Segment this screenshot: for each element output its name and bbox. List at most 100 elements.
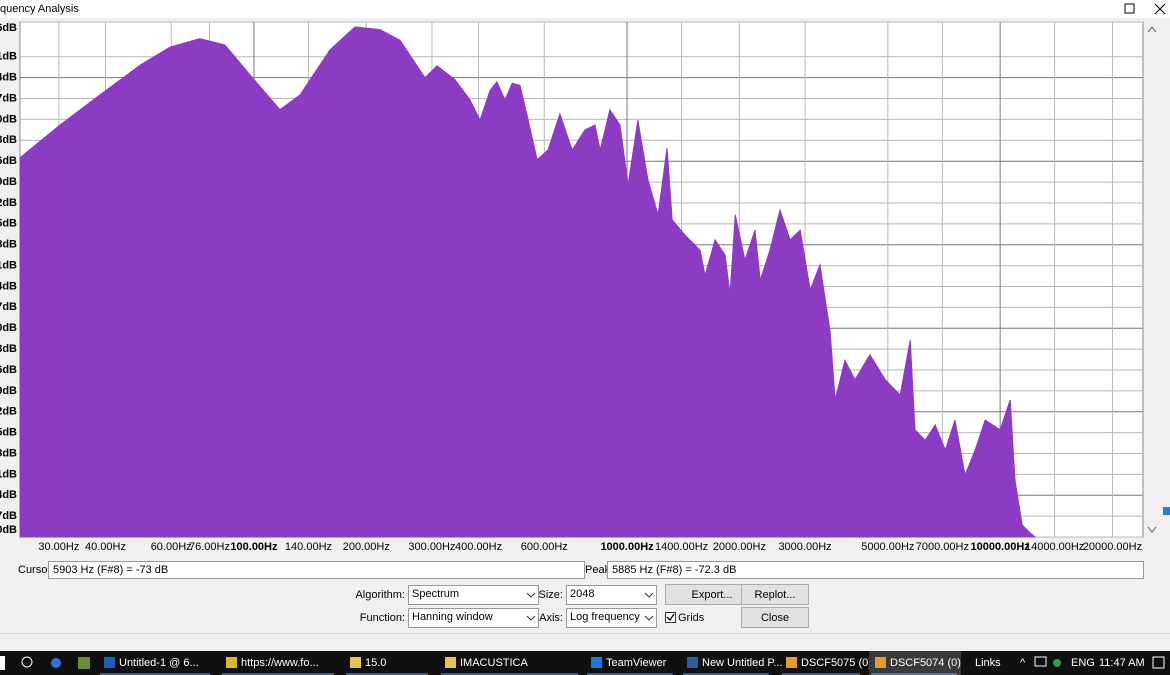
export-label: Export... [692, 589, 733, 601]
x-tick-label: 20000.00Hz [1083, 541, 1142, 553]
checkmark [666, 613, 675, 622]
peak-box [607, 561, 1144, 579]
tray-icon [1053, 659, 1061, 667]
axis-label: Axis: [539, 612, 563, 624]
x-tick-label: 1400.00Hz [655, 541, 708, 553]
tray-chevron: ^ [1020, 657, 1026, 669]
y-tick-label: 1dB [0, 51, 17, 63]
y-tick-label: 2dB [0, 197, 17, 209]
task-label[interactable]: Untitled-1 @ 6... [119, 657, 199, 669]
links-label[interactable]: Links [975, 657, 1001, 669]
spectrum-area [19, 26, 1037, 538]
task-label[interactable]: IMACUSTICA [460, 657, 529, 669]
scroll-up[interactable] [1147, 26, 1157, 33]
notification-icon[interactable] [1152, 656, 1165, 669]
scroll-down[interactable] [1147, 526, 1157, 533]
x-tick-label: 76.00Hz [189, 541, 230, 553]
x-tick-label: 300.00Hz [408, 541, 455, 553]
task-label[interactable]: New Untitled P... [702, 657, 783, 669]
task-icon[interactable] [786, 657, 797, 668]
y-tick-label: 9dB [0, 176, 17, 188]
y-tick-label: 9dB [0, 385, 17, 397]
grids-checkbox[interactable] [665, 612, 676, 623]
task-icon[interactable] [226, 657, 237, 668]
peak-value: 5885 Hz (F#8) = -72.3 dB [612, 564, 736, 576]
y-tick-label: 7dB [0, 510, 17, 522]
app-icon[interactable] [78, 657, 90, 669]
algorithm-select[interactable] [408, 585, 539, 605]
x-tick-label: 2000.00Hz [713, 541, 766, 553]
x-tick-label: 40.00Hz [85, 541, 126, 553]
x-tick-label: 10000.00Hz [970, 541, 1030, 553]
task-icon[interactable] [591, 657, 602, 668]
title-bar [0, 0, 1170, 18]
y-tick-label: 6dB [0, 364, 17, 376]
y-tick-label: 0dB [0, 524, 17, 536]
y-tick-label: 8dB [0, 239, 17, 251]
scrollbar[interactable] [1145, 22, 1159, 537]
cursor-label: Cursor: [18, 564, 54, 576]
resize-handle [1163, 507, 1170, 515]
dropdown-arrow [644, 615, 654, 621]
y-tick-label: 8dB [0, 447, 17, 459]
x-tick-label: 7000.00Hz [916, 541, 969, 553]
function-select[interactable] [408, 608, 539, 628]
task-icon[interactable] [875, 657, 886, 668]
close-button[interactable] [741, 607, 809, 628]
task-label[interactable]: 15.0 [365, 657, 386, 669]
task-icon[interactable] [350, 657, 361, 668]
x-tick-label: 400.00Hz [455, 541, 502, 553]
language: ENG [1071, 657, 1095, 669]
x-tick-label: 3000.00Hz [778, 541, 831, 553]
search-icon[interactable] [21, 656, 33, 668]
peak-label: Peak: [585, 564, 613, 576]
restore-button[interactable] [1124, 3, 1135, 14]
start-button[interactable] [0, 656, 5, 670]
axis-value: Log frequency [570, 611, 640, 623]
algorithm-value: Spectrum [412, 588, 459, 600]
x-tick-label: 30.00Hz [38, 541, 79, 553]
y-tick-label: 5dB [0, 427, 17, 439]
replot-button[interactable] [741, 584, 809, 605]
x-tick-label: 14000.00Hz [1025, 541, 1084, 553]
replot-label: Replot... [755, 589, 796, 601]
close-label: Close [761, 612, 789, 624]
taskbar: ^ Untitled-1 @ 6... https://www.fo... 15.0… [0, 651, 1170, 675]
y-tick-label: 0dB [0, 113, 17, 125]
y-tick-label: 7dB [0, 92, 17, 104]
axis-select[interactable] [566, 608, 657, 628]
task-icon[interactable] [687, 657, 698, 668]
task-label[interactable]: https://www.fo... [241, 657, 319, 669]
x-tick-label: 5000.00Hz [861, 541, 914, 553]
task-label[interactable]: DSCF5075 (0) [801, 657, 872, 669]
cursor-box [48, 561, 585, 579]
y-tick-label: 4dB [0, 489, 17, 501]
x-tick-label: 1000.00Hz [600, 541, 654, 553]
y-tick-label: 4dB [0, 280, 17, 292]
y-tick-label: 4dB [0, 72, 17, 84]
y-tick-label: 3dB [0, 134, 17, 146]
y-tick-label: 1dB [0, 259, 17, 271]
size-select[interactable] [566, 585, 657, 605]
y-tick-label: 5dB [0, 218, 17, 230]
close-window-button[interactable] [1154, 3, 1166, 15]
task-label[interactable]: TeamViewer [606, 657, 667, 669]
y-tick-label: 0dB [0, 322, 17, 334]
function-value: Hanning window [412, 611, 493, 623]
dropdown-arrow [526, 615, 536, 621]
y-tick-label: 6dB [0, 155, 17, 167]
grids-label: Grids [678, 612, 705, 624]
clock: 11:47 AM [1099, 657, 1145, 669]
taskbar-bg [0, 651, 1170, 675]
task-label[interactable]: DSCF5074 (0) [890, 657, 961, 669]
y-tick-label: 6dB [0, 22, 17, 34]
size-label: Size: [539, 589, 563, 601]
x-tick-label: 600.00Hz [521, 541, 568, 553]
y-tick-label: 2dB [0, 406, 17, 418]
app-icon[interactable] [51, 658, 61, 668]
task-icon[interactable] [104, 657, 115, 668]
task-icon[interactable] [445, 657, 456, 668]
